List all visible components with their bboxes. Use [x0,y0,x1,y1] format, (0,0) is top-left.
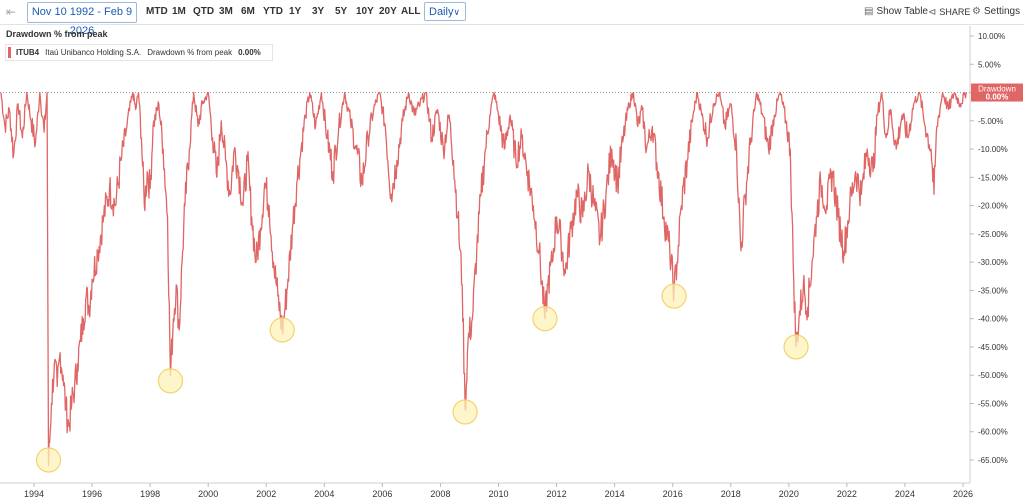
x-tick-label-16: 2026 [953,489,973,499]
show-table-button[interactable]: ▤ Show Table [864,4,928,20]
range-button-3y[interactable]: 3Y [312,6,325,17]
y-tick-label-12: -50.00% [978,371,1008,380]
x-tick-label-5: 2004 [314,489,334,499]
legend-value: 0.00% [238,48,261,57]
current-value-label-bg [971,83,1023,102]
gear-icon: ⚙ [972,6,981,17]
chart-legend: ITUB4 Itaú Unibanco Holding S.A. Drawdow… [5,44,273,61]
y-tick-label-1: 5.00% [978,60,1001,69]
settings-label: Settings [983,6,1021,17]
y-tick-label-8: -30.00% [978,258,1008,267]
current-value-label-title: Drawdown [978,85,1016,94]
trough-highlight-6 [661,283,687,309]
drawdown-series-line [0,91,967,467]
interval-value: Daily [429,6,454,18]
range-button-1m[interactable]: 1M [172,6,186,17]
y-tick-label-14: -60.00% [978,428,1008,437]
x-tick-label-1: 1996 [82,489,102,499]
collapse-sidebar-icon[interactable]: ⇤ [6,5,17,19]
toolbar: ⇤ Nov 10 1992 - Feb 9 2026 MTD 1M QTD 3M 6M Y… [0,0,1024,37]
legend-swatch [8,47,11,58]
settings-button[interactable]: ⚙ Settings [972,4,1020,20]
legend-ticker: ITUB4 [16,48,40,57]
trough-highlight-2 [157,368,184,394]
trough-highlight-4 [452,399,478,425]
range-button-5y[interactable]: 5Y [335,6,348,17]
chevron-down-icon: ∨ [453,7,460,17]
share-label: SHARE [939,7,971,17]
x-tick-label-8: 2010 [488,489,508,499]
y-tick-label-7: -25.00% [978,230,1008,239]
interval-select[interactable]: Daily ∨ [424,2,466,21]
chart-title: Drawdown % from peak [6,29,108,39]
y-tick-label-6: -20.00% [978,202,1008,211]
share-button[interactable]: ⊲ SHARE [928,4,970,21]
range-button-ytd[interactable]: YTD [263,6,283,17]
range-button-qtd[interactable]: QTD [193,6,215,17]
y-tick-label-5: -15.00% [978,173,1008,182]
x-tick-label-4: 2002 [256,489,276,499]
legend-company: Itaú Unibanco Holding S.A. [45,48,142,57]
table-icon: ▤ [864,6,874,17]
x-tick-label-3: 2000 [198,489,218,499]
y-tick-label-4: -10.00% [978,145,1008,154]
x-tick-label-9: 2012 [547,489,567,499]
y-tick-label-15: -65.00% [978,456,1008,465]
legend-metric: Drawdown % from peak [147,48,233,57]
x-tick-label-14: 2022 [837,489,857,499]
x-tick-label-2: 1998 [140,489,160,499]
trough-highlight-7 [783,334,809,360]
range-button-3m[interactable]: 3M [219,6,233,17]
x-tick-label-10: 2014 [605,489,625,499]
y-tick-label-0: 10.00% [978,32,1005,41]
x-tick-label-11: 2016 [663,489,683,499]
x-tick-label-15: 2024 [895,489,915,499]
current-value-label-value: 0.00% [986,93,1009,102]
trough-highlight-3 [269,317,295,343]
range-button-20y[interactable]: 20Y [379,6,397,17]
x-tick-label-13: 2020 [779,489,799,499]
trough-highlight-5 [532,306,558,332]
range-button-all[interactable]: ALL [401,6,421,17]
range-button-1y[interactable]: 1Y [289,6,302,17]
y-tick-label-13: -55.00% [978,399,1008,408]
x-tick-label-6: 2006 [372,489,392,499]
trough-highlight-1 [35,447,62,473]
x-tick-label-0: 1994 [24,489,44,499]
y-tick-label-11: -45.00% [978,343,1008,352]
share-icon: ⊲ [928,7,937,18]
x-tick-label-12: 2018 [721,489,741,499]
x-tick-label-7: 2008 [430,489,450,499]
y-tick-label-3: -5.00% [978,117,1003,126]
y-tick-label-9: -35.00% [978,286,1008,295]
range-button-10y[interactable]: 10Y [356,6,374,17]
show-table-label: Show Table [876,6,928,17]
range-button-mtd[interactable]: MTD [146,6,168,17]
range-button-6m[interactable]: 6M [241,6,255,17]
date-range-picker[interactable]: Nov 10 1992 - Feb 9 2026 [27,2,137,37]
y-tick-label-10: -40.00% [978,315,1008,324]
